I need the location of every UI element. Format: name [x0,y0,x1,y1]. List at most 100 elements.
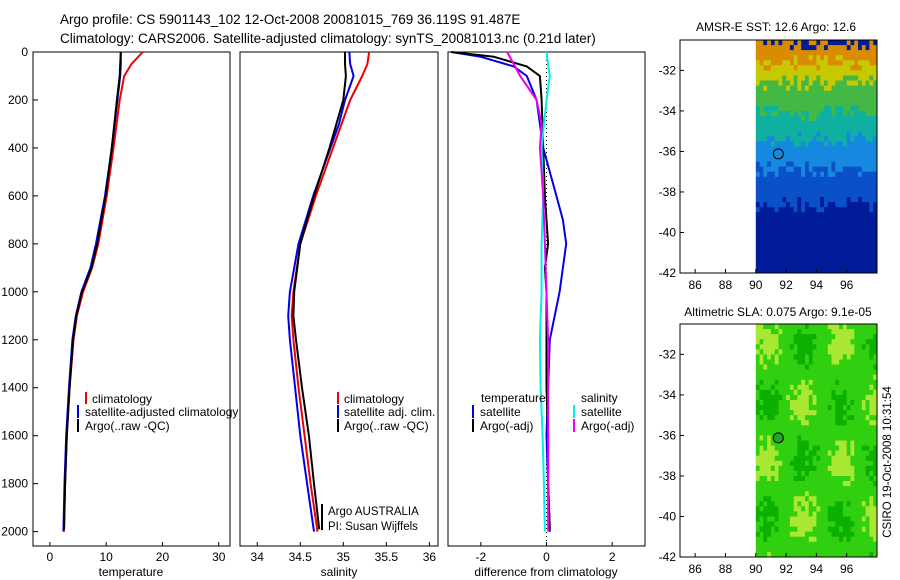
map-cell [850,70,855,76]
map-cell [865,364,870,370]
map-cell [786,126,791,132]
map-cell [816,521,821,527]
map-cell [820,131,825,137]
map-cell [865,151,870,157]
map-cell [861,496,866,502]
map-cell [873,440,878,446]
map-cell [820,435,825,441]
map-cell [846,156,851,162]
map-cell [861,156,866,162]
map-cell [861,324,866,330]
map-cell [816,465,821,472]
map-cell [824,100,829,107]
map-cell [824,339,829,345]
map-cell [824,425,829,431]
map-cell [816,405,821,411]
map-cell [778,105,783,112]
map-cell [842,394,848,401]
map-cell [797,161,802,168]
map-cell [820,151,825,157]
map-cell [846,521,851,527]
map-cell [850,324,855,330]
map-cell [854,496,859,502]
map-cell [846,389,851,396]
map-cell [816,526,821,533]
map-cell [850,252,855,259]
map-cell [854,476,859,482]
difference-panel: -2 0 2 difference from climatology tempera… [447,51,646,579]
map-cell [778,536,783,543]
map-cell [797,85,802,92]
map-cell [854,379,859,386]
map-cell [770,242,776,249]
map-cell [869,369,874,376]
map-cell [812,435,817,441]
map-cell [767,364,772,370]
map-cell [755,551,760,558]
map-cell [755,131,760,137]
map-cell [824,252,829,259]
map-cell [820,465,825,472]
map-cell [820,45,825,51]
map-cell [831,207,836,213]
map-cell [786,90,791,97]
map-cell [755,516,760,522]
map-cell [786,237,791,243]
map-cell [808,202,813,208]
map-cell [850,465,855,472]
map-cell [824,126,829,132]
map-cell [865,161,870,168]
sst-map-grid [755,40,878,274]
map-cell [767,511,772,517]
map-cell [854,45,859,51]
map-cell [808,546,813,553]
map-cell [835,450,840,457]
map-cell [850,389,855,396]
map-cell [820,186,825,193]
map-cell [858,70,863,76]
map-cell [816,192,821,198]
map-cell [793,349,798,355]
map-cell [759,192,764,198]
map-cell [763,70,768,76]
map-cell [786,400,791,406]
map-cell [839,369,844,376]
map-cell [793,516,798,522]
map-cell [812,110,817,117]
map-cell [816,227,821,233]
map-cell [793,65,798,71]
map-cell [861,354,866,360]
map-cell [842,546,848,553]
map-cell [808,425,813,431]
map-cell [786,95,791,102]
map-cell [846,379,851,386]
map-cell [850,232,855,238]
map-cell [820,450,825,457]
map-cell [778,460,783,467]
map-cell [831,121,836,127]
map-cell [812,186,817,193]
map-cell [858,121,863,127]
map-cell [786,364,791,370]
map-cell [789,136,795,142]
map-cell [767,536,772,543]
map-cell [797,334,802,340]
map-cell [820,242,825,249]
map-cell [846,131,851,137]
map-cell [770,516,776,522]
map-cell [873,136,878,142]
map-cell [827,116,832,122]
lon-tick-label: 94 [810,278,824,292]
map-cell [854,146,859,152]
map-cell [850,435,855,441]
map-cell [854,166,859,173]
map-cell [774,131,779,137]
map-cell [797,227,802,233]
map-cell [816,207,821,213]
map-cell [801,222,806,228]
map-cell [801,146,806,152]
map-cell [755,40,760,46]
map-cell [865,116,870,122]
depth-tick-label: 1200 [1,333,28,347]
map-cell [858,212,863,218]
